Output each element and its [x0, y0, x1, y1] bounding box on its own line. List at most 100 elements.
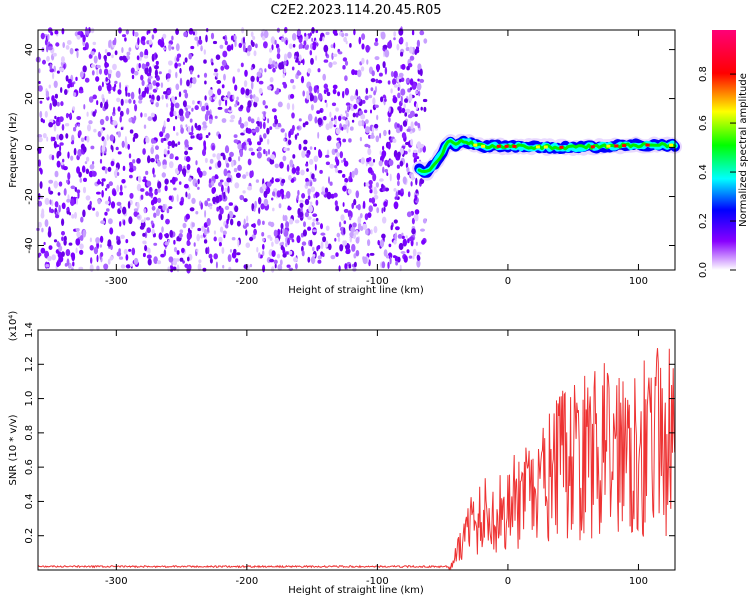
noise-speckle: [218, 242, 222, 247]
noise-speckle: [223, 96, 229, 101]
noise-speckle: [196, 233, 200, 242]
noise-speckle: [394, 196, 398, 200]
noise-speckle: [110, 201, 116, 209]
noise-speckle: [230, 218, 234, 226]
noise-speckle: [104, 167, 108, 174]
noise-speckle: [377, 239, 381, 246]
noise-speckle: [222, 50, 228, 58]
noise-speckle: [332, 53, 338, 57]
noise-speckle: [128, 167, 134, 173]
noise-speckle: [173, 110, 177, 117]
noise-speckle: [216, 153, 221, 161]
noise-speckle: [54, 30, 59, 35]
noise-speckle: [205, 34, 208, 43]
noise-speckle: [311, 37, 314, 42]
noise-speckle: [205, 105, 209, 111]
noise-speckle: [379, 132, 382, 139]
noise-speckle: [326, 135, 332, 142]
noise-speckle: [269, 126, 273, 130]
noise-speckle: [55, 211, 59, 215]
noise-speckle: [355, 230, 359, 235]
noise-speckle: [177, 63, 182, 67]
noise-speckle: [373, 90, 376, 96]
noise-speckle: [152, 88, 158, 93]
noise-speckle: [174, 143, 178, 147]
spectrogram-frame: [37, 29, 676, 271]
noise-speckle: [302, 90, 306, 97]
noise-speckle: [141, 80, 145, 86]
noise-speckle: [267, 234, 272, 239]
noise-speckle: [338, 115, 342, 122]
noise-speckle: [92, 207, 96, 211]
noise-speckle: [108, 181, 114, 187]
noise-speckle: [108, 90, 111, 94]
noise-speckle: [270, 64, 275, 68]
noise-speckle: [392, 138, 397, 143]
noise-speckle: [138, 87, 141, 95]
noise-speckle: [298, 44, 301, 50]
noise-speckle: [119, 191, 124, 196]
noise-speckle: [423, 106, 427, 113]
noise-speckle: [46, 136, 49, 142]
noise-speckle: [90, 145, 95, 150]
noise-speckle: [248, 140, 252, 146]
noise-speckle: [419, 143, 424, 148]
noise-speckle: [96, 265, 100, 271]
noise-speckle: [306, 168, 309, 172]
signal-peak: [590, 145, 595, 149]
noise-speckle: [325, 154, 330, 158]
noise-speckle: [114, 50, 118, 56]
noise-speckle: [230, 114, 236, 120]
noise-speckle: [124, 136, 127, 144]
noise-speckle: [146, 86, 149, 95]
noise-speckle: [267, 138, 270, 145]
noise-speckle: [288, 43, 293, 49]
noise-speckle: [259, 121, 263, 129]
signal-peak: [614, 144, 619, 148]
noise-speckle: [191, 107, 194, 112]
noise-speckle: [306, 153, 310, 158]
noise-speckle: [315, 217, 319, 222]
noise-speckle: [249, 94, 253, 100]
noise-speckle: [401, 63, 406, 70]
noise-speckle: [148, 39, 153, 45]
noise-speckle: [362, 200, 366, 209]
noise-speckle: [316, 110, 321, 114]
noise-speckle: [332, 84, 338, 90]
noise-speckle: [285, 221, 290, 229]
noise-speckle: [382, 216, 387, 224]
noise-speckle: [66, 207, 69, 211]
noise-speckle: [285, 242, 288, 248]
noise-speckle: [405, 41, 409, 48]
noise-speckle: [88, 96, 94, 103]
noise-speckle: [207, 246, 210, 255]
noise-speckle: [216, 206, 220, 212]
noise-speckle: [66, 198, 71, 203]
noise-speckle: [271, 266, 275, 273]
noise-speckle: [375, 182, 379, 188]
noise-speckle: [133, 257, 139, 265]
noise-speckle: [120, 98, 124, 106]
noise-speckle: [117, 106, 121, 112]
noise-speckle: [347, 210, 352, 218]
noise-speckle: [226, 177, 232, 183]
noise-speckle: [359, 136, 362, 142]
spectrogram-x-ticks: -300 -200 -100 0 100: [105, 30, 648, 287]
noise-speckle: [121, 47, 124, 53]
noise-speckle: [274, 178, 280, 183]
noise-speckle: [136, 158, 141, 164]
noise-speckle: [215, 195, 220, 204]
noise-speckle: [227, 172, 231, 178]
noise-speckle: [169, 264, 174, 273]
noise-speckle: [171, 46, 175, 50]
noise-speckle: [263, 198, 269, 207]
noise-speckle: [252, 223, 256, 229]
noise-speckle: [384, 49, 390, 58]
noise-speckle: [131, 74, 135, 80]
noise-speckle: [279, 161, 284, 169]
noise-speckle: [86, 111, 89, 117]
noise-speckle: [323, 83, 328, 90]
noise-speckle: [140, 74, 144, 81]
noise-speckle: [162, 33, 167, 39]
noise-speckle: [393, 219, 398, 224]
